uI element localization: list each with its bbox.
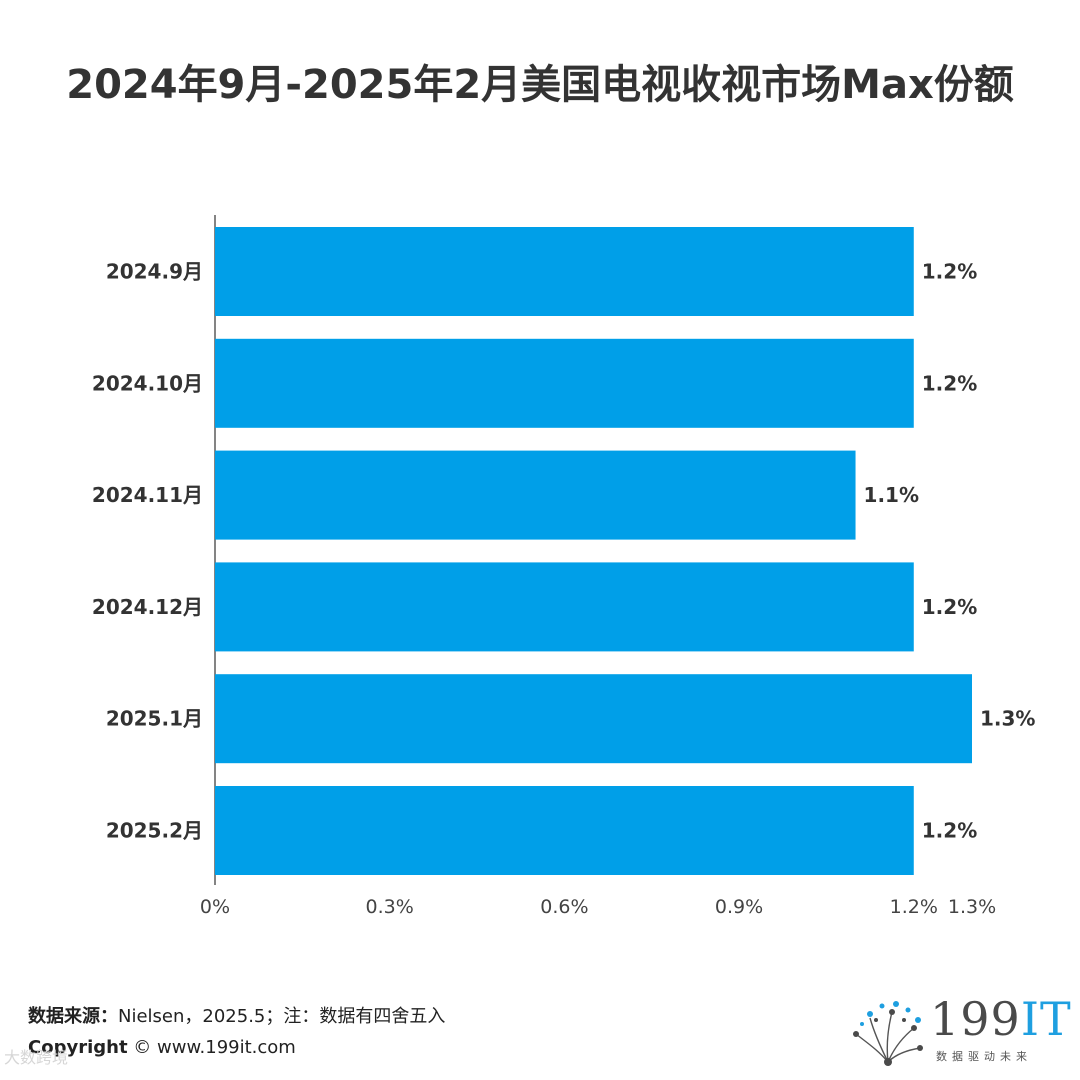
x-tick-label: 1.2% xyxy=(890,896,938,918)
data-label: 1.2% xyxy=(922,819,977,843)
bar xyxy=(215,786,914,875)
data-label: 1.2% xyxy=(922,371,977,395)
x-tick-label: 0% xyxy=(200,896,230,918)
copyright: Copyright © www.199it.com xyxy=(28,1037,296,1058)
category-label: 2024.12月 xyxy=(92,595,203,619)
bar xyxy=(215,674,972,764)
logo-tagline: 数据驱动未来 xyxy=(936,1050,1032,1063)
watermark: 大数跨境 xyxy=(4,1048,69,1067)
bar xyxy=(215,227,914,316)
data-label: 1.1% xyxy=(864,483,919,507)
category-label: 2024.11月 xyxy=(92,483,203,507)
x-tick-label: 0.6% xyxy=(540,896,588,918)
bar xyxy=(215,450,856,540)
category-label: 2025.2月 xyxy=(106,819,203,843)
data-source-label: 数据来源： xyxy=(28,1006,118,1027)
x-tick-label: 0.3% xyxy=(366,896,414,918)
logo-wordmark: 199IT xyxy=(930,992,1072,1046)
bar xyxy=(215,562,914,652)
brand-logo: 199IT 数据驱动未来 xyxy=(848,990,1071,1070)
category-label: 2024.10月 xyxy=(92,371,203,395)
x-tick-label: 0.9% xyxy=(715,896,763,918)
category-label: 2025.1月 xyxy=(106,707,203,731)
data-source: 数据来源：Nielsen，2025.5；注：数据有四舍五入 xyxy=(28,1002,445,1028)
bar xyxy=(215,338,914,428)
data-source-text: Nielsen，2025.5；注：数据有四舍五入 xyxy=(118,1006,446,1027)
data-label: 1.2% xyxy=(922,260,977,284)
data-label: 1.3% xyxy=(980,707,1035,731)
x-tick-label: 1.3% xyxy=(948,896,996,918)
copyright-text: © www.199it.com xyxy=(133,1037,296,1058)
logo-text-main: 199 xyxy=(930,992,1021,1046)
logo-dots-icon xyxy=(853,1001,923,1066)
category-label: 2024.9月 xyxy=(106,260,203,284)
chart-title: 2024年9月-2025年2月美国电视收视市场Max份额 xyxy=(66,62,1014,108)
copyright-label: Copyright xyxy=(28,1037,128,1058)
data-label: 1.2% xyxy=(922,595,977,619)
logo-text-it: IT xyxy=(1020,992,1072,1046)
